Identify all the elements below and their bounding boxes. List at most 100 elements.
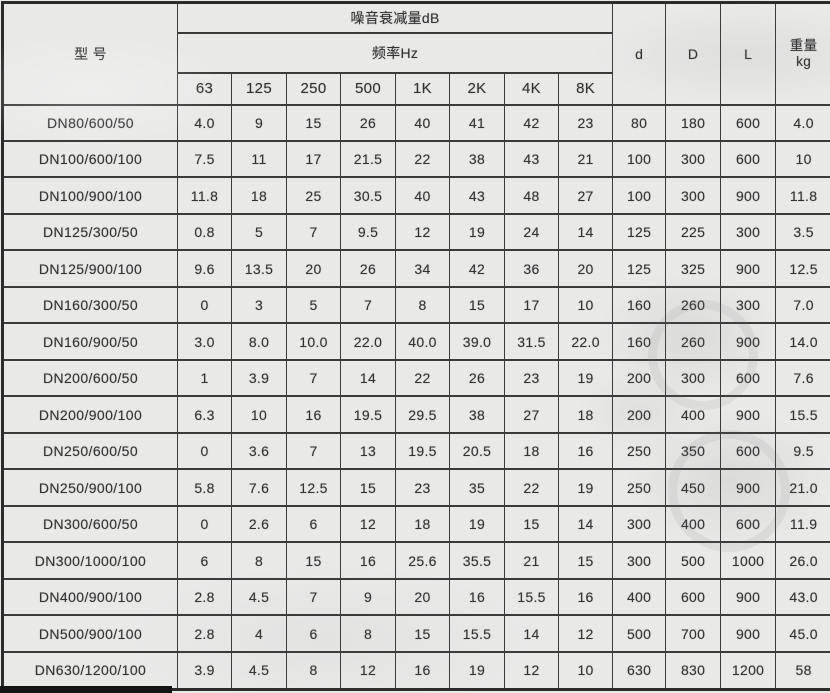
- d-cell: 250: [612, 468, 667, 507]
- attenuation-cell: 8: [340, 614, 396, 653]
- attenuation-cell: 38: [449, 139, 505, 179]
- table-row: DN200/600/50 1 3.9 7 14 22 26 23 19 200 300 600 7.6: [2, 358, 830, 398]
- attenuation-cell: 19.5: [340, 395, 396, 434]
- length-cell: 300: [720, 212, 777, 252]
- attenuation-cell: 20.5: [449, 431, 505, 471]
- attenuation-cell: 22: [504, 468, 559, 507]
- attenuation-cell: 21: [557, 139, 614, 179]
- attenuation-cell: 7.6: [231, 468, 287, 507]
- attenuation-cell: 6: [286, 614, 341, 653]
- frequency-column-header: 250: [286, 71, 341, 106]
- length-cell: 600: [720, 139, 777, 179]
- length-cell: 900: [720, 176, 777, 215]
- attenuation-cell: 7: [340, 285, 396, 325]
- frequency-column-header: 63: [177, 71, 232, 106]
- attenuation-cell: 43: [449, 176, 505, 215]
- frequency-column-header: 2K: [449, 71, 505, 106]
- table-row: DN100/900/100 11.8 18 25 30.5 40 43 48 27 100 300 9…: [2, 176, 830, 215]
- attenuation-cell: 14: [340, 358, 396, 398]
- attenuation-cell: 27: [504, 395, 559, 434]
- attenuation-cell: 39.0: [449, 322, 505, 361]
- d-cell: 200: [612, 358, 667, 398]
- model-cell: DN250/900/100: [2, 468, 178, 507]
- attenuation-cell: 7: [286, 358, 341, 398]
- attenuation-cell: 18: [557, 395, 614, 434]
- outer-diameter-cell: 260: [665, 322, 722, 361]
- length-cell: 300: [720, 285, 777, 325]
- attenuation-cell: 22.0: [557, 322, 614, 361]
- attenuation-cell: 6: [177, 541, 232, 580]
- attenuation-cell: 16: [449, 577, 505, 617]
- outer-diameter-cell: 300: [665, 358, 722, 398]
- model-cell: DN200/900/100: [2, 395, 178, 434]
- attenuation-cell: 8: [231, 541, 287, 580]
- table-row: DN300/600/50 0 2.6 6 12 18 19 15 14 300 400 600 11.9: [2, 504, 830, 544]
- attenuation-cell: 3.6: [231, 431, 287, 471]
- length-cell: 1200: [720, 650, 777, 691]
- attenuation-group-header: 噪音衰减量dB: [176, 1, 614, 34]
- length-cell: 900: [720, 468, 777, 507]
- attenuation-cell: 27: [557, 176, 614, 215]
- outer-diameter-cell: 400: [665, 395, 722, 434]
- attenuation-cell: 0: [177, 285, 232, 325]
- attenuation-cell: 30.5: [340, 176, 396, 215]
- frequency-column-header: 1K: [395, 71, 450, 106]
- header-row-1: 型 号 噪音衰减量dB d D L 重量 kg: [2, 1, 830, 106]
- attenuation-cell: 38: [449, 395, 505, 434]
- attenuation-cell: 1: [177, 358, 232, 398]
- attenuation-cell: 16: [557, 577, 614, 617]
- model-cell: DN100/900/100: [2, 176, 178, 215]
- model-cell: DN400/900/100: [2, 577, 178, 617]
- outer-diameter-cell: 350: [665, 431, 722, 471]
- length-cell: 600: [720, 504, 777, 544]
- attenuation-cell: 15: [449, 285, 505, 325]
- weight-cell: 21.0: [775, 468, 830, 507]
- frequency-column-header: 8K: [557, 71, 614, 106]
- weight-cell: 3.5: [775, 212, 830, 252]
- header-row-3: 63 125 250 500 1K 2K 4K 8K: [3, 71, 830, 106]
- attenuation-cell: 10.0: [286, 322, 341, 361]
- attenuation-cell: 3: [231, 285, 287, 325]
- frequency-group-header: 频率Hz: [176, 31, 614, 74]
- attenuation-cell: 13.5: [231, 249, 287, 288]
- attenuation-cell: 15: [557, 541, 614, 580]
- table-body: DN80/600/50 4.0 9 15 26 40 41 42 23 80 180 600 4.0 DN…: [2, 103, 830, 691]
- weight-cell: 45.0: [775, 614, 830, 653]
- length-cell: 900: [720, 395, 777, 434]
- d-cell: 80: [612, 103, 667, 142]
- attenuation-cell: 4.0: [177, 103, 232, 142]
- outer-diameter-cell: 260: [665, 285, 722, 325]
- attenuation-cell: 29.5: [395, 395, 450, 434]
- attenuation-cell: 26: [449, 358, 505, 398]
- attenuation-cell: 4.5: [231, 577, 287, 617]
- attenuation-cell: 14: [557, 504, 614, 544]
- table-row: DN80/600/50 4.0 9 15 26 40 41 42 23 80 180 600 4.0: [2, 103, 830, 142]
- outer-diameter-cell: 450: [665, 468, 722, 507]
- attenuation-cell: 6: [286, 504, 341, 544]
- attenuation-cell: 6.3: [177, 395, 232, 434]
- attenuation-cell: 23: [557, 103, 614, 142]
- outer-diameter-cell: 600: [665, 577, 722, 617]
- attenuation-cell: 36: [504, 249, 559, 288]
- outer-diameter-cell: 500: [665, 541, 722, 580]
- model-cell: DN125/300/50: [2, 212, 178, 252]
- table-row: DN160/300/50 0 3 5 7 8 15 17 10 160 260 300 7.0: [2, 285, 830, 325]
- outer-diameter-cell: 700: [665, 614, 722, 653]
- weight-cell: 14.0: [775, 322, 830, 361]
- weight-cell: 4.0: [775, 103, 830, 142]
- attenuation-cell: 23: [504, 358, 559, 398]
- attenuation-cell: 20: [395, 577, 450, 617]
- attenuation-cell: 26: [340, 103, 396, 142]
- table-row: DN125/300/50 0.8 5 7 9.5 12 19 24 14 125 225 300 3.5: [2, 212, 830, 252]
- weight-cell: 11.8: [775, 176, 830, 215]
- header-row-2: 频率Hz: [3, 31, 830, 74]
- weight-cell: 15.5: [775, 395, 830, 434]
- attenuation-cell: 11: [231, 139, 287, 179]
- attenuation-cell: 25.6: [395, 541, 450, 580]
- attenuation-cell: 24: [504, 212, 559, 252]
- weight-cell: 7.6: [775, 358, 830, 398]
- table-row: DN630/1200/100 3.9 4.5 8 12 16 19 12 10 630 830 120…: [2, 650, 830, 691]
- attenuation-cell: 16: [557, 431, 614, 471]
